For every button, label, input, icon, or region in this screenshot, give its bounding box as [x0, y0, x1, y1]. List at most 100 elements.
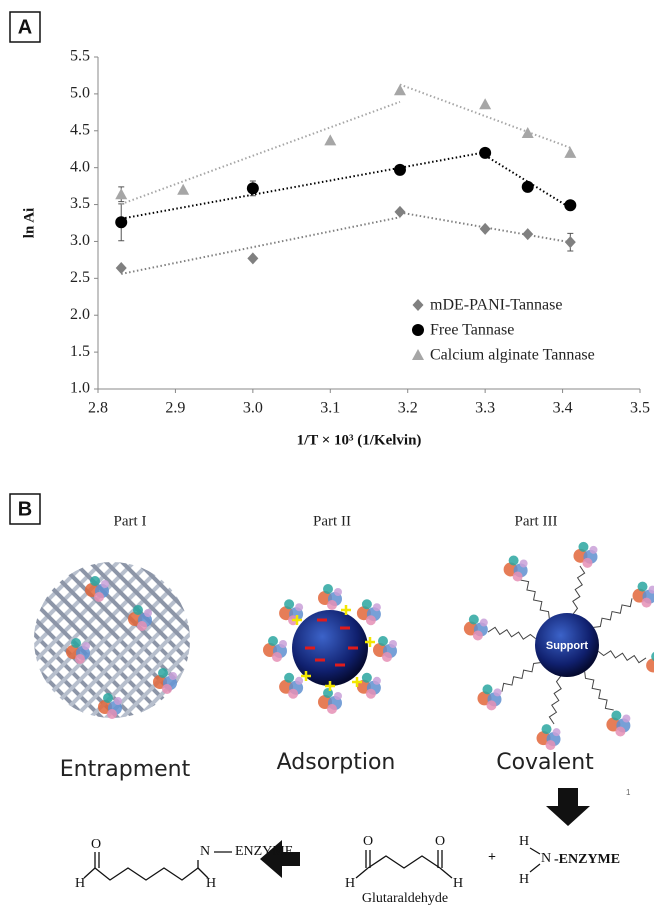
enzyme: [646, 658, 654, 672]
trend-line: [121, 102, 400, 204]
x-tick-label: 3.1: [320, 400, 340, 417]
marker-circle: [247, 182, 259, 194]
amine-bonds: [530, 848, 540, 872]
marker-circle: [412, 324, 424, 336]
enzyme: [509, 555, 519, 565]
atom: N: [541, 851, 551, 866]
marker-circle: [522, 181, 534, 193]
marker-triangle: [412, 349, 424, 360]
plus: +: [488, 850, 496, 865]
enzyme: [284, 673, 294, 683]
enzyme: [268, 636, 278, 646]
legend-label: Calcium alginate Tannase: [430, 347, 595, 364]
linker: [520, 580, 549, 618]
x-tick-label: 3.5: [630, 400, 650, 417]
enzyme: [107, 709, 117, 719]
enzyme: [480, 619, 488, 627]
enzyme: [90, 576, 100, 586]
enzyme: [373, 677, 381, 685]
atom: O: [363, 834, 373, 849]
y-tick-label: 5.0: [70, 85, 90, 102]
enzyme: [378, 636, 388, 646]
legend-label: Free Tannase: [430, 322, 514, 339]
trend-line: [121, 152, 485, 218]
legend-label: mDE-PANI-Tannase: [430, 297, 562, 314]
enzyme: [137, 621, 147, 631]
atom: O: [91, 837, 101, 852]
atom: H: [75, 876, 85, 891]
marker-circle: [115, 216, 127, 228]
enzyme: [589, 546, 597, 554]
y-tick-label: 1.5: [70, 343, 90, 360]
marker-triangle: [479, 98, 491, 109]
enzyme: [482, 684, 492, 694]
enzyme: [103, 693, 113, 703]
x-tick-label: 3.3: [475, 400, 495, 417]
enzyme: [493, 688, 501, 696]
marker-diamond: [247, 252, 258, 264]
x-tick-label: 2.8: [88, 400, 108, 417]
atom: H: [206, 876, 216, 891]
glutaraldehyde-bonds: [356, 850, 452, 878]
y-tick-label: 5.5: [70, 48, 90, 65]
enzyme: [642, 598, 652, 608]
enzyme: [542, 724, 552, 734]
trend-line: [121, 217, 400, 274]
linker: [573, 566, 585, 614]
y-tick-label: 1.0: [70, 380, 90, 397]
enzyme: [638, 582, 648, 592]
enzyme: [334, 588, 342, 596]
marker-diamond: [413, 299, 424, 311]
panel-label: A: [18, 16, 32, 38]
enzyme: [546, 740, 556, 750]
trend-line: [400, 85, 570, 148]
page-number: 1: [626, 788, 631, 797]
enzyme-group: -ENZYME: [554, 852, 620, 867]
y-tick-label: 3.5: [70, 195, 90, 212]
enzyme: [75, 654, 85, 664]
enzyme: [272, 652, 282, 662]
enzyme: [323, 584, 333, 594]
figure: A B 1.01.52.02.53.03.54.04.55.05.52.82.9…: [0, 0, 654, 909]
enzyme: [366, 615, 376, 625]
marker-circle: [394, 164, 406, 176]
part-title: Part I: [114, 513, 147, 529]
mesh-wire: [0, 550, 98, 730]
atom: H: [453, 876, 463, 891]
panel-b: Part I Part II Part III Support Entrapme…: [0, 513, 654, 906]
linker: [594, 598, 632, 627]
part-label: Covalent: [496, 750, 594, 775]
arrow-down: [546, 788, 590, 826]
enzyme: [553, 728, 561, 736]
linker: [585, 672, 614, 710]
y-tick-label: 4.0: [70, 158, 90, 175]
linker: [598, 651, 646, 663]
x-tick-label: 3.2: [398, 400, 418, 417]
enzyme: [114, 697, 122, 705]
enzyme: [486, 700, 496, 710]
enzyme: [327, 704, 337, 714]
mesh-wire: [0, 550, 2, 730]
enzyme: [615, 727, 625, 737]
enzyme: [288, 689, 298, 699]
atom: H: [345, 876, 355, 891]
x-tick-label: 3.4: [553, 400, 573, 417]
marker-circle: [564, 199, 576, 211]
enzyme: [327, 600, 337, 610]
enzyme: [520, 559, 528, 567]
x-tick-label: 3.0: [243, 400, 263, 417]
enzyme: [578, 542, 588, 552]
enzyme: [133, 605, 143, 615]
y-tick-label: 2.5: [70, 269, 90, 286]
molecule-name: Glutaraldehyde: [362, 891, 448, 906]
marker-circle: [479, 147, 491, 159]
enzyme: [295, 677, 303, 685]
marker-triangle: [564, 147, 576, 158]
enzyme: [469, 615, 479, 625]
mesh-wire: [0, 550, 2, 730]
enzyme: [295, 603, 303, 611]
y-tick-label: 3.0: [70, 232, 90, 249]
enzyme: [362, 673, 372, 683]
enzyme: [622, 715, 630, 723]
